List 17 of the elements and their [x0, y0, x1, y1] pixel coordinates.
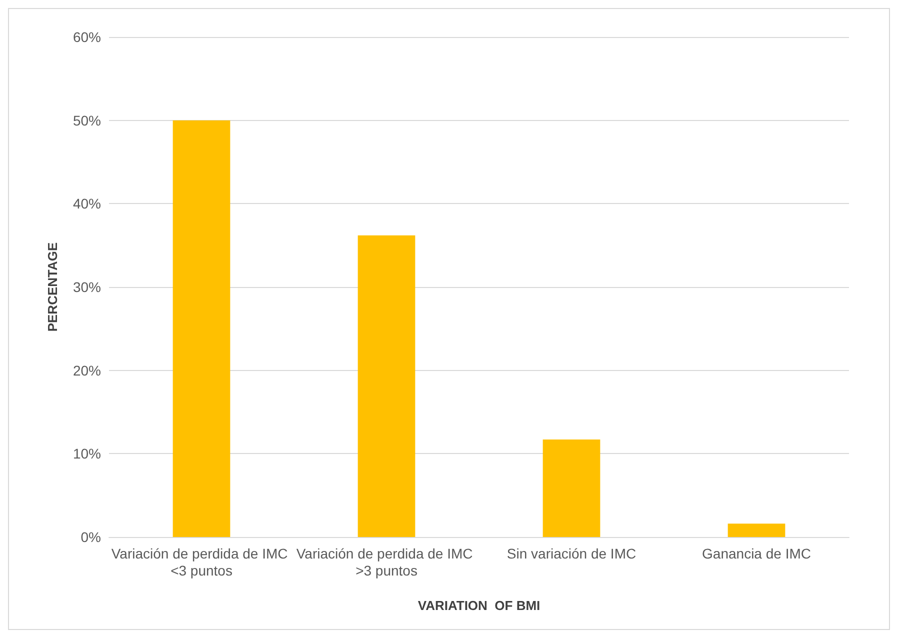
y-axis-title: PERCENTAGE: [45, 242, 60, 332]
y-tick-label: 20%: [72, 362, 101, 378]
y-tick-label: 60%: [72, 29, 101, 45]
y-tick-label: 0%: [80, 529, 101, 545]
bar: [728, 524, 786, 537]
x-tick-label: Variación de perdida de IMC <3 puntos: [111, 546, 292, 578]
y-tick-label: 40%: [72, 196, 101, 212]
x-tick-label: Ganancia de IMC: [702, 546, 811, 562]
x-tick-label: Variación de perdida de IMC >3 puntos: [296, 546, 477, 578]
bar: [358, 235, 416, 537]
y-tick-label: 50%: [72, 112, 101, 128]
x-axis-title: VARIATION OF BMI: [418, 598, 540, 613]
y-tick-label: 10%: [72, 446, 101, 462]
y-tick-label: 30%: [72, 279, 101, 295]
x-tick-label: Sin variación de IMC: [506, 546, 636, 562]
bar: [542, 440, 600, 537]
bar: [172, 120, 230, 537]
